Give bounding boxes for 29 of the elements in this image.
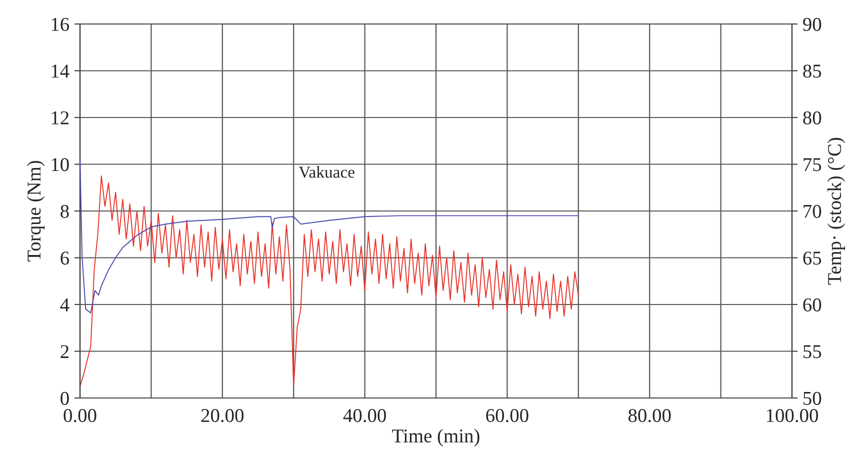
y2-tick-label: 90 <box>803 18 822 31</box>
y-tick-label: 8 <box>60 204 69 218</box>
y2-tick-label: 85 <box>803 64 822 78</box>
y-tick-label: 10 <box>52 158 69 172</box>
y2-tick-label: 80 <box>803 111 822 124</box>
y-tick-label: 6 <box>60 252 70 265</box>
x-axis-title: Time (min) <box>392 428 480 446</box>
x-tick-label: 100.00 <box>766 408 818 422</box>
y-axis-title: Torque (Nm) <box>26 160 45 262</box>
y2-axis-title: Temp· (stock) (°C) <box>827 138 846 285</box>
y-tick-label: 14 <box>52 64 70 78</box>
y-tick-label: 16 <box>52 18 70 31</box>
line-series <box>80 159 579 314</box>
y-tick-label: 2 <box>60 345 69 358</box>
y2-tick-label: 65 <box>803 252 822 265</box>
x-tick-label: 0.00 <box>64 408 96 422</box>
y2-tick-label: 60 <box>803 298 822 312</box>
x-tick-label: 60.00 <box>486 408 528 422</box>
y-tick-label: 4 <box>60 298 70 312</box>
annotation: Vakuace <box>298 166 354 178</box>
x-tick-label: 40.00 <box>343 408 386 422</box>
y2-tick-label: 75 <box>804 158 822 172</box>
x-tick-label: 80.00 <box>628 408 671 422</box>
y2-tick-label: 70 <box>804 204 822 218</box>
y-tick-label: 0 <box>60 392 69 405</box>
y2-tick-label: 55 <box>804 345 822 358</box>
x-tick-label: 20.00 <box>201 408 244 422</box>
y2-tick-label: 50 <box>804 392 822 405</box>
y-tick-label: 12 <box>52 111 69 124</box>
